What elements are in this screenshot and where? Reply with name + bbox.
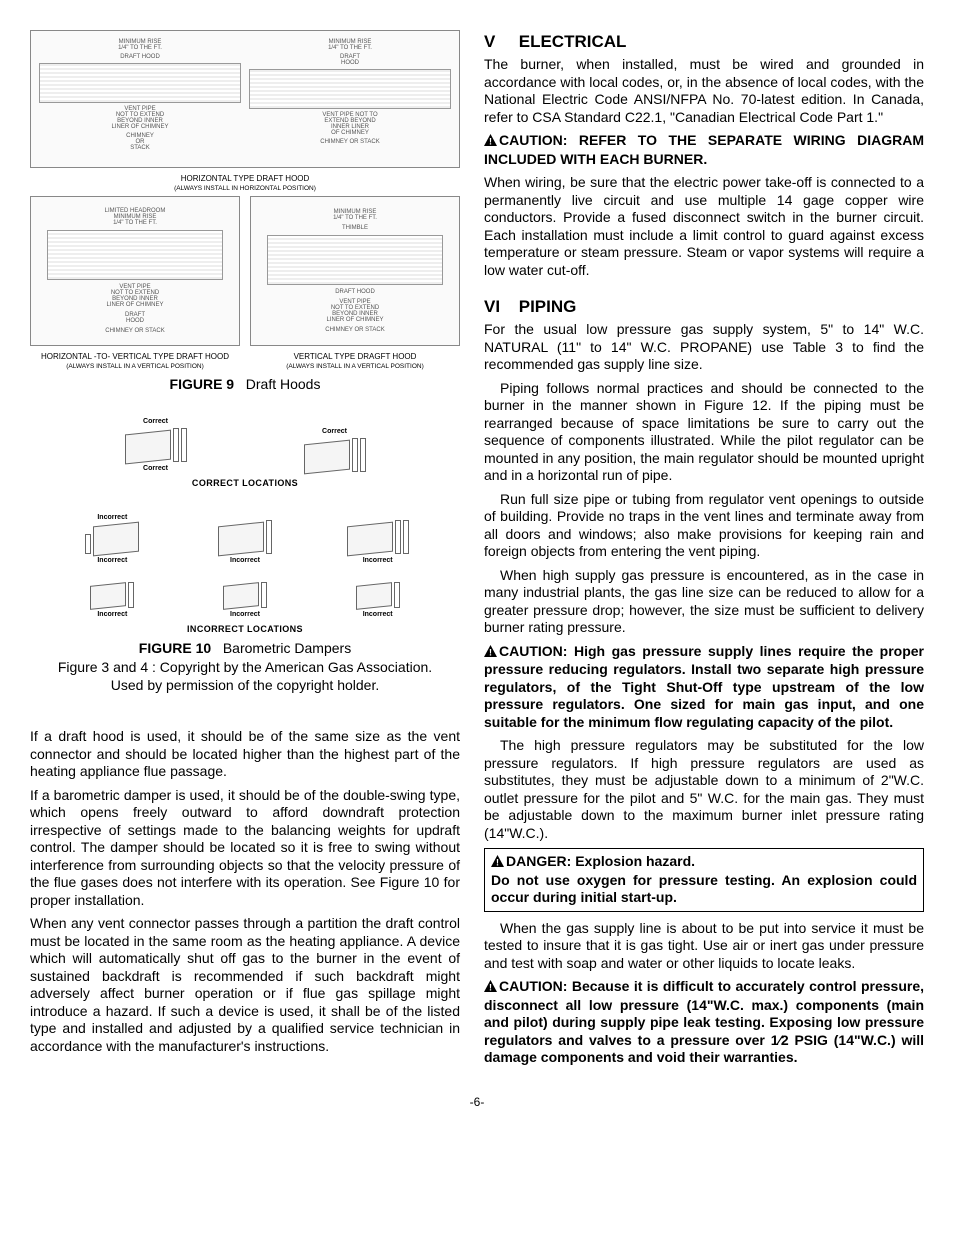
figure10-copyright: Figure 3 and 4 : Copyright by the Americ… xyxy=(30,658,460,694)
svg-text:!: ! xyxy=(489,137,492,147)
section-vi-caution3-text: CAUTION: Because it is difficult to accu… xyxy=(484,978,924,1065)
incorrect-label-1: Incorrect xyxy=(97,514,127,521)
fig9-mlc-text: HORIZONTAL -to- VERTICAL TYPE DRAFT HOOD xyxy=(41,352,229,361)
page: MINIMUM RISE1/4" TO THE FT. DRAFT HOOD V… xyxy=(30,30,924,1073)
section-vi-p3: Run full size pipe or tubing from regula… xyxy=(484,491,924,561)
warning-icon: ! xyxy=(484,644,497,662)
figure9-mid-right-diagram: MINIMUM RISE1/4" TO THE FT. THIMBLE DRAF… xyxy=(250,196,460,346)
incorrect-label-4: Incorrect xyxy=(363,557,393,564)
section-vi-caution2: !CAUTION: High gas pressure supply lines… xyxy=(484,643,924,732)
section-v-title: ELECTRICAL xyxy=(519,32,627,51)
section-vi-p6: When the gas supply line is about to be … xyxy=(484,920,924,973)
left-para-2: If a barometric damper is used, it shoul… xyxy=(30,787,460,910)
warning-icon: ! xyxy=(484,979,497,997)
section-v-caution-text: CAUTION: REFER TO THE SEPARATE WIRING DI… xyxy=(484,132,924,167)
right-column: V ELECTRICAL The burner, when installed,… xyxy=(484,30,924,1073)
danger-text: DANGER: Explosion hazard. Do not use oxy… xyxy=(491,853,917,905)
correct-label-2: Correct xyxy=(143,465,168,472)
figure9-caption-bold: FIGURE 9 xyxy=(170,376,235,392)
section-v-heading: V ELECTRICAL xyxy=(484,32,924,52)
figure10-correct-block: Correct Correct Correct CORRECT LOCATION… xyxy=(70,402,420,488)
section-v-p1: The burner, when installed, must be wire… xyxy=(484,56,924,126)
figure9-mid-left-diagram: LIMITED HEADROOMMINIMUM RISE1/4" TO THE … xyxy=(30,196,240,346)
copyright-line2: Used by permission of the copyright hold… xyxy=(111,677,379,693)
figure9-caption-text: Draft Hoods xyxy=(246,376,321,392)
warning-icon: ! xyxy=(484,133,497,151)
incorrect-label-6: Incorrect xyxy=(230,611,260,618)
fig9-mrc-text: VERTICAL TYPE DRAGFT HOOD xyxy=(294,352,417,361)
left-para-1: If a draft hood is used, it should be of… xyxy=(30,728,460,781)
correct-label-1: Correct xyxy=(143,418,168,425)
section-vi-caution3: !CAUTION: Because it is difficult to acc… xyxy=(484,978,924,1067)
figure10-caption: FIGURE 10 Barometric Dampers xyxy=(30,640,460,656)
section-vi-p1: For the usual low pressure gas supply sy… xyxy=(484,321,924,374)
danger-box: !DANGER: Explosion hazard. Do not use ox… xyxy=(484,848,924,912)
figure10-caption-bold: FIGURE 10 xyxy=(139,640,211,656)
incorrect-label-2: Incorrect xyxy=(97,557,127,564)
section-vi-p4: When high supply gas pressure is encount… xyxy=(484,567,924,637)
section-vi-roman: VI xyxy=(484,297,514,317)
figure9-mid-left-caption: HORIZONTAL -to- VERTICAL TYPE DRAFT HOOD… xyxy=(30,352,240,370)
page-number: -6- xyxy=(30,1095,924,1109)
warning-icon: ! xyxy=(491,854,504,872)
figure9-caption: FIGURE 9 Draft Hoods xyxy=(30,376,460,392)
figure9-top-caption-text: HORIZONTAL TYPE DRAFT HOOD xyxy=(181,174,310,183)
svg-text:!: ! xyxy=(496,858,499,868)
incorrect-locations-label: INCORRECT LOCATIONS xyxy=(50,624,440,634)
section-vi-heading: VI PIPING xyxy=(484,297,924,317)
figure9-top-diagram: MINIMUM RISE1/4" TO THE FT. DRAFT HOOD V… xyxy=(30,30,460,168)
section-v-roman: V xyxy=(484,32,514,52)
section-vi-title: PIPING xyxy=(519,297,577,316)
section-vi-p5: The high pressure regulators may be subs… xyxy=(484,737,924,842)
figure9-top-caption: HORIZONTAL TYPE DRAFT HOOD (Always Insta… xyxy=(30,174,460,192)
correct-label-3: Correct xyxy=(322,428,347,435)
left-para-3: When any vent connector passes through a… xyxy=(30,915,460,1055)
figure10-caption-text: Barometric Dampers xyxy=(223,640,351,656)
correct-locations-label: CORRECT LOCATIONS xyxy=(70,478,420,488)
copyright-line1: Figure 3 and 4 : Copyright by the Americ… xyxy=(58,659,432,675)
incorrect-label-7: Incorrect xyxy=(363,611,393,618)
figure10-incorrect-block: Incorrect Incorrect Incorrect Incorrect … xyxy=(50,494,440,634)
section-v-caution: !CAUTION: REFER TO THE SEPARATE WIRING D… xyxy=(484,132,924,168)
fig9-mlc-sub: (Always Install in a Vertical Position) xyxy=(66,363,204,370)
section-v-p2: When wiring, be sure that the electric p… xyxy=(484,174,924,279)
section-vi-caution2-text: CAUTION: High gas pressure supply lines … xyxy=(484,643,924,730)
figure9-mid-right-caption: VERTICAL TYPE DRAGFT HOOD (Always Instal… xyxy=(250,352,460,370)
figure9-top-subcaption: (Always Install in Horizontal Position) xyxy=(174,185,316,192)
section-vi-p2: Piping follows normal practices and shou… xyxy=(484,380,924,485)
svg-text:!: ! xyxy=(489,647,492,657)
svg-text:!: ! xyxy=(489,983,492,993)
incorrect-label-5: Incorrect xyxy=(97,611,127,618)
incorrect-label-3: Incorrect xyxy=(230,557,260,564)
left-column: MINIMUM RISE1/4" TO THE FT. DRAFT HOOD V… xyxy=(30,30,460,1073)
fig9-mrc-sub: (Always Install in a Vertical Position) xyxy=(286,363,424,370)
